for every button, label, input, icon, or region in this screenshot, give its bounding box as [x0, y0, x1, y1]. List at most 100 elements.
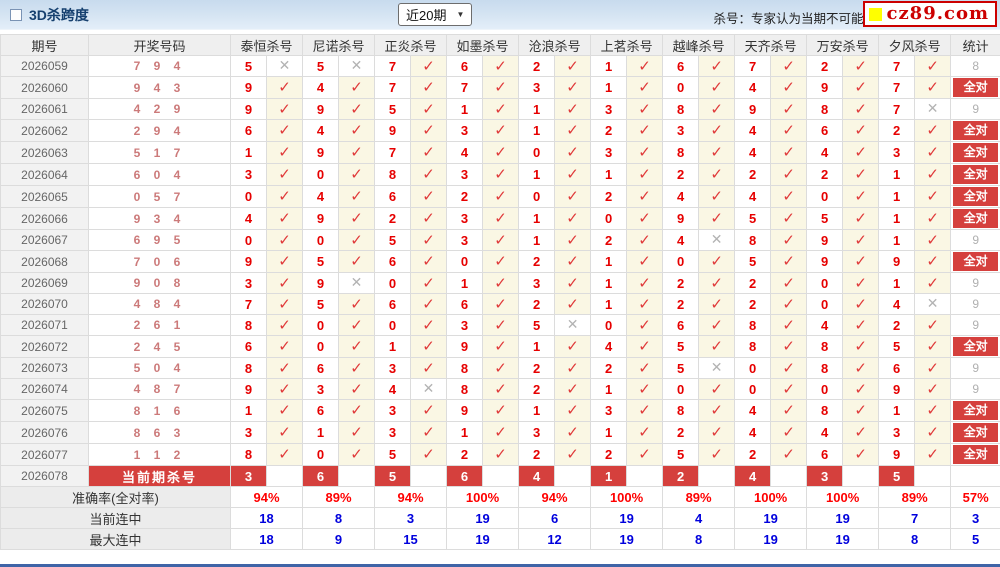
check-icon: ✓ — [926, 359, 939, 377]
kill-mark-cell: ✓ — [770, 76, 808, 99]
column-header: 泰恒杀号 — [229, 34, 304, 56]
kill-number-cell: 3 — [374, 421, 412, 444]
kill-mark-cell: ✓ — [554, 272, 592, 294]
kill-number-cell: 9 — [878, 250, 916, 273]
cz89-logo[interactable]: cz89.com — [863, 1, 997, 27]
kill-number-cell: 8 — [662, 98, 700, 120]
kill-number-cell: 4 — [446, 141, 484, 164]
summary-stat-cell: 3 — [950, 507, 1000, 529]
kill-mark-cell: ✓ — [914, 421, 952, 444]
kill-mark-cell: ✓ — [698, 314, 736, 336]
cross-icon: ✕ — [710, 359, 723, 375]
period-range-select[interactable]: 近20期 ▼ — [398, 3, 473, 26]
kill-number-cell: 5 — [662, 443, 700, 466]
kill-number-cell: 8 — [734, 314, 772, 336]
kill-number-cell: 2 — [734, 272, 772, 294]
kill-mark-cell: ✓ — [554, 443, 592, 466]
kill-number-cell: 0 — [518, 141, 556, 164]
check-icon: ✓ — [638, 359, 651, 377]
kill-mark-cell: ✓ — [265, 399, 304, 422]
kill-number-cell: 0 — [806, 378, 844, 400]
check-icon: ✓ — [494, 253, 507, 270]
all-correct-badge: 全对 — [953, 445, 999, 464]
period-range-value: 近20期 — [406, 8, 447, 23]
kill-number-cell: 1 — [446, 421, 484, 444]
kill-mark-cell: ✓ — [554, 357, 592, 379]
check-icon: ✓ — [710, 57, 723, 75]
kill-number-cell: 0 — [230, 185, 267, 208]
check-icon: ✓ — [926, 79, 939, 96]
draw-numbers-cell: 9 4 3 — [88, 76, 231, 99]
kill-mark-cell: ✓ — [842, 98, 880, 120]
kill-mark-cell: ✓ — [626, 399, 664, 422]
kill-mark-cell: ✓ — [554, 141, 592, 164]
check-icon: ✓ — [710, 79, 723, 96]
empty-mark-cell — [265, 465, 304, 487]
kill-number-cell: 1 — [518, 207, 556, 230]
stat-cell: 9 — [950, 293, 1000, 315]
title-checkbox[interactable] — [10, 8, 22, 21]
kill-number-cell: 3 — [230, 163, 267, 186]
check-icon: ✓ — [782, 402, 795, 419]
check-icon: ✓ — [278, 338, 291, 355]
summary-value-cell: 100% — [734, 486, 808, 508]
kill-mark-cell: ✓ — [482, 185, 520, 208]
current-kill-banner: 当前期杀号 — [88, 465, 231, 487]
kill-number-cell: 9 — [230, 76, 267, 99]
check-icon: ✓ — [278, 231, 291, 249]
check-icon: ✓ — [350, 316, 363, 334]
check-icon: ✓ — [278, 253, 291, 270]
summary-stat-cell: 5 — [950, 528, 1000, 550]
kill-mark-cell: ✓ — [914, 185, 952, 208]
kill-number-cell: 0 — [662, 378, 700, 400]
summary-value-cell: 8 — [662, 528, 736, 550]
kill-number-cell: 7 — [374, 141, 412, 164]
check-icon: ✓ — [638, 380, 651, 398]
check-icon: ✓ — [710, 402, 723, 419]
kill-mark-cell: ✓ — [698, 119, 736, 142]
kill-number-cell: 7 — [734, 55, 772, 77]
kill-number-cell: 6 — [446, 293, 484, 315]
kill-number-cell: 9 — [446, 399, 484, 422]
kill-mark-cell: ✓ — [554, 378, 592, 400]
kill-mark-cell: ✓ — [626, 98, 664, 120]
check-icon: ✓ — [494, 144, 507, 161]
kill-mark-cell: ✓ — [410, 98, 448, 120]
kill-number-cell: 9 — [302, 98, 340, 120]
period-cell: 2026073 — [0, 357, 89, 379]
kill-mark-cell: ✓ — [554, 421, 592, 444]
kill-number-cell: 5 — [662, 335, 700, 358]
kill-mark-cell: ✓ — [265, 250, 304, 273]
kill-mark-cell: ✓ — [914, 250, 952, 273]
kill-mark-cell: ✓ — [698, 421, 736, 444]
kill-number-cell: 1 — [446, 272, 484, 294]
kill-mark-cell: ✓ — [554, 163, 592, 186]
kill-number-cell: 9 — [878, 378, 916, 400]
check-icon: ✓ — [278, 188, 291, 205]
kill-mark-cell: ✓ — [265, 207, 304, 230]
kill-mark-cell: ✓ — [770, 378, 808, 400]
check-icon: ✓ — [854, 144, 867, 161]
kill-number-cell: 4 — [734, 141, 772, 164]
summary-row: 准确率(全对率) 94% 89% 94% 100% 94% 100% 89% 100% 100% 8… — [0, 486, 1000, 508]
kill-mark-cell: ✓ — [770, 229, 808, 251]
kill-mark-cell: ✓ — [770, 185, 808, 208]
kill-number-cell: 3 — [878, 141, 916, 164]
stat-cell: 9 — [950, 229, 1000, 251]
summary-value-cell: 19 — [734, 507, 808, 529]
summary-value-cell: 18 — [229, 507, 304, 529]
kill-mark-cell: ✓ — [410, 399, 448, 422]
kill-mark-cell: ✓ — [770, 119, 808, 142]
period-cell: 2026074 — [0, 378, 89, 400]
kill-mark-cell: ✓ — [698, 98, 736, 120]
check-icon: ✓ — [854, 57, 867, 75]
kill-number-cell: 5 — [734, 207, 772, 230]
period-cell: 2026069 — [0, 272, 89, 294]
kill-number-cell: 2 — [806, 55, 844, 77]
period-cell: 2026063 — [0, 141, 89, 164]
kill-number-cell: 6 — [806, 443, 844, 466]
check-icon: ✓ — [854, 338, 867, 355]
kill-mark-cell: ✓ — [554, 55, 592, 77]
kill-number-cell: 8 — [662, 399, 700, 422]
check-icon: ✓ — [782, 424, 795, 441]
